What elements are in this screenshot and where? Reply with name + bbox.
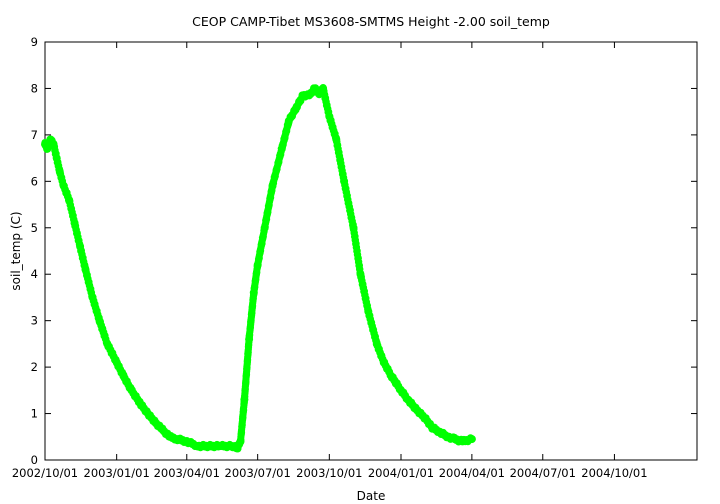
x-tick-label: 2003/10/01 (296, 466, 362, 480)
data-point (193, 442, 202, 451)
data-point (277, 144, 286, 153)
y-tick-label: 6 (31, 174, 38, 188)
data-point (136, 400, 145, 409)
data-point (165, 432, 174, 441)
chart-title: CEOP CAMP-Tibet MS3608-SMTMS Height -2.0… (192, 14, 550, 29)
data-point (284, 117, 293, 125)
data-point (411, 404, 420, 413)
data-point (450, 435, 459, 444)
data-point (253, 260, 262, 269)
data-point (349, 223, 358, 232)
x-tick-label: 2002/10/01 (12, 466, 78, 480)
data-point (364, 307, 373, 316)
data-point (206, 442, 215, 451)
y-axis-label: soil_temp (C) (9, 211, 23, 290)
data-point (119, 372, 128, 381)
y-tick-label: 4 (31, 267, 38, 281)
data-point (260, 223, 269, 232)
x-tick-label: 2003/07/01 (225, 466, 291, 480)
y-tick-label: 1 (31, 407, 38, 421)
y-tick-label: 2 (31, 360, 38, 374)
data-point (112, 358, 121, 367)
data-point (88, 293, 97, 302)
data-point (245, 335, 254, 344)
data-point (325, 112, 334, 121)
data-point (103, 339, 112, 348)
data-point (467, 435, 476, 444)
data-point (52, 154, 61, 163)
data-point (143, 409, 152, 418)
data-point (55, 168, 64, 176)
data-point (387, 372, 396, 381)
data-point (268, 182, 277, 190)
y-tick-label: 3 (31, 314, 38, 328)
data-point (298, 91, 307, 100)
y-tick-label: 9 (31, 35, 38, 49)
data-point (404, 395, 412, 404)
data-point (249, 288, 258, 297)
data-point (70, 219, 79, 228)
x-axis-label: Date (357, 489, 386, 503)
x-tick-label: 2003/01/01 (84, 466, 150, 480)
data-point (151, 418, 160, 427)
data-point (428, 423, 437, 432)
data-point (233, 444, 242, 453)
data-point (421, 414, 430, 423)
x-tick-label: 2004/07/01 (510, 466, 576, 480)
data-point (76, 242, 85, 251)
x-tick-label: 2004/04/01 (439, 466, 505, 480)
data-point (59, 182, 68, 190)
data-point (443, 432, 452, 441)
x-axis: 2002/10/01 2003/01/01 2003/04/01 2003/07/01… (12, 42, 648, 480)
data-point (240, 395, 249, 404)
data-point (332, 135, 341, 144)
data-point (356, 270, 365, 279)
data-point (319, 84, 328, 93)
plot-frame (44, 41, 698, 461)
x-tick-label: 2004/01/01 (368, 466, 434, 480)
data-point (305, 91, 314, 100)
data-point (65, 195, 74, 204)
data-point (127, 386, 136, 395)
y-tick-label: 7 (31, 128, 38, 142)
data-point (95, 316, 104, 325)
data-point (81, 265, 90, 274)
data-point (397, 386, 405, 395)
data-point (458, 437, 467, 446)
data-point (182, 437, 191, 446)
data-point (49, 140, 58, 149)
data-series (41, 84, 476, 453)
data-point (372, 339, 381, 348)
data-point (340, 177, 349, 186)
data-point (236, 437, 245, 446)
y-tick-label: 8 (31, 81, 38, 95)
data-point (379, 358, 388, 367)
y-tick-label: 0 (31, 453, 38, 467)
data-point (43, 144, 52, 153)
data-point (435, 428, 444, 437)
data-point (292, 103, 301, 111)
x-tick-label: 2004/10/01 (581, 466, 647, 480)
data-point (173, 435, 182, 444)
x-tick-label: 2003/04/01 (154, 466, 220, 480)
y-axis: 0 1 2 3 4 5 6 7 8 9 (31, 35, 697, 467)
y-tick-label: 5 (31, 221, 38, 235)
data-point (217, 442, 225, 451)
data-point (158, 425, 167, 434)
